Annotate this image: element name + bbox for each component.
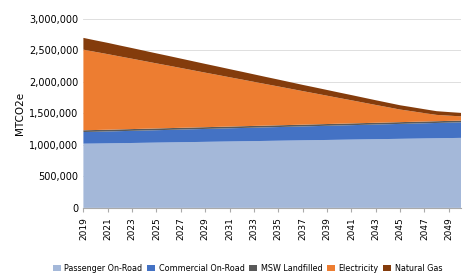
Y-axis label: MTCO2e: MTCO2e bbox=[15, 92, 25, 135]
Legend: Passenger On-Road, Commercial On-Road, MSW Landfilled, Electricity, Natural Gas: Passenger On-Road, Commercial On-Road, M… bbox=[50, 260, 445, 276]
